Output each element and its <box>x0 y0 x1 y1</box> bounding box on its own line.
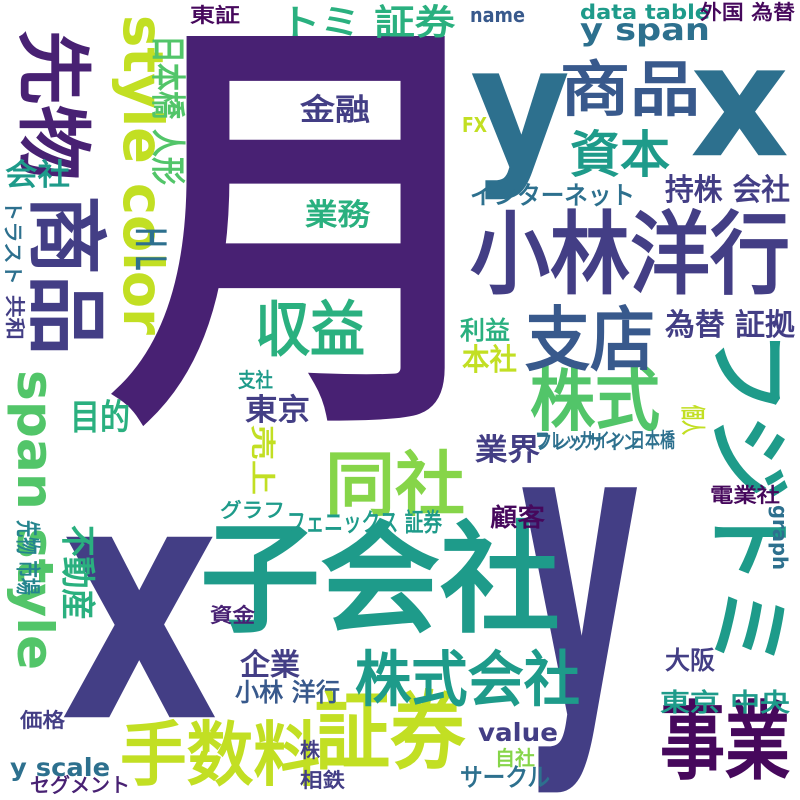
cloud-word: 子会社 <box>200 509 560 650</box>
cloud-word: サークル <box>460 762 550 792</box>
cloud-word: 目的 <box>70 396 130 438</box>
cloud-word: 相鉄 <box>300 768 345 792</box>
cloud-word: 手数料 <box>120 713 320 796</box>
cloud-word: graph <box>768 505 792 571</box>
cloud-word: 企業 <box>240 647 300 683</box>
cloud-word: 先物 市場 <box>13 520 43 595</box>
cloud-word: 小林洋行 <box>470 201 790 308</box>
cloud-word: 不動産 <box>57 525 99 620</box>
cloud-word: x <box>60 410 219 797</box>
cloud-word: 日本橋 人形 <box>147 35 189 185</box>
cloud-word: 持株 会社 <box>665 172 790 208</box>
cloud-word: 小林 洋行 <box>235 677 340 707</box>
cloud-word: 顧客 <box>490 502 545 532</box>
cloud-word: 株式 <box>530 358 660 441</box>
cloud-word: 収益 <box>255 294 365 365</box>
cloud-word: 金融 <box>300 92 370 128</box>
cloud-word: セグメント <box>30 773 130 797</box>
cloud-word: 支社 <box>238 368 273 392</box>
cloud-word: フレッサイン <box>535 430 640 454</box>
cloud-word: 資本 <box>570 125 670 184</box>
cloud-word: 東京 <box>245 392 310 428</box>
cloud-word: 共和 <box>3 295 27 340</box>
cloud-word: フレッサイン 日本橋 <box>535 428 675 452</box>
cloud-word: 利益 <box>460 315 510 345</box>
cloud-word: 電業社 <box>710 483 780 507</box>
cloud-word: 業界 <box>475 432 540 468</box>
cloud-word: トラスト <box>1 200 25 285</box>
cloud-word: 資金 <box>210 603 255 627</box>
cloud-word: 個人 <box>678 405 708 435</box>
cloud-word: グラフ <box>220 498 285 522</box>
cloud-word: 東京 中央 <box>660 687 790 717</box>
cloud-word: name <box>470 3 525 27</box>
cloud-word: 株 <box>300 738 320 762</box>
cloud-word: 自社 <box>495 746 535 770</box>
cloud-word: y span <box>580 12 710 48</box>
cloud-word: 東証 <box>190 3 240 27</box>
cloud-word: 商品 <box>560 54 700 125</box>
cloud-word: 事業 <box>660 692 790 792</box>
cloud-word: 大阪 <box>665 645 715 675</box>
cloud-word: 株式会社 <box>355 644 580 715</box>
cloud-word: 価格 <box>20 708 65 732</box>
cloud-word: data table <box>580 0 711 24</box>
cloud-word: y <box>470 10 571 204</box>
cloud-word: x <box>690 11 790 193</box>
cloud-word: 売上 <box>248 425 278 495</box>
cloud-word: y <box>520 334 641 800</box>
cloud-word: value <box>478 717 558 747</box>
cloud-word: 本社 <box>462 342 517 378</box>
cloud-word: フェニックス 証券 <box>287 507 442 537</box>
cloud-word: 会社 <box>5 157 70 193</box>
cloud-word: 外国 為替 <box>700 0 795 24</box>
cloud-word: インターネット <box>470 180 635 210</box>
cloud-word: 業務 <box>305 197 370 233</box>
cloud-word: 同社 <box>325 443 465 526</box>
cloud-word: 支店 <box>525 298 655 381</box>
cloud-word: y scale <box>10 752 111 782</box>
cloud-word: 月 <box>110 0 510 485</box>
cloud-word: FX <box>462 113 488 137</box>
cloud-word: 商品 <box>18 195 113 355</box>
cloud-word: 為替 証拠 <box>665 307 795 343</box>
cloud-word: ＨＬ <box>126 225 174 275</box>
cloud-word: トミ 証券 <box>280 1 455 43</box>
cloud-word: 証券 <box>315 682 465 782</box>
